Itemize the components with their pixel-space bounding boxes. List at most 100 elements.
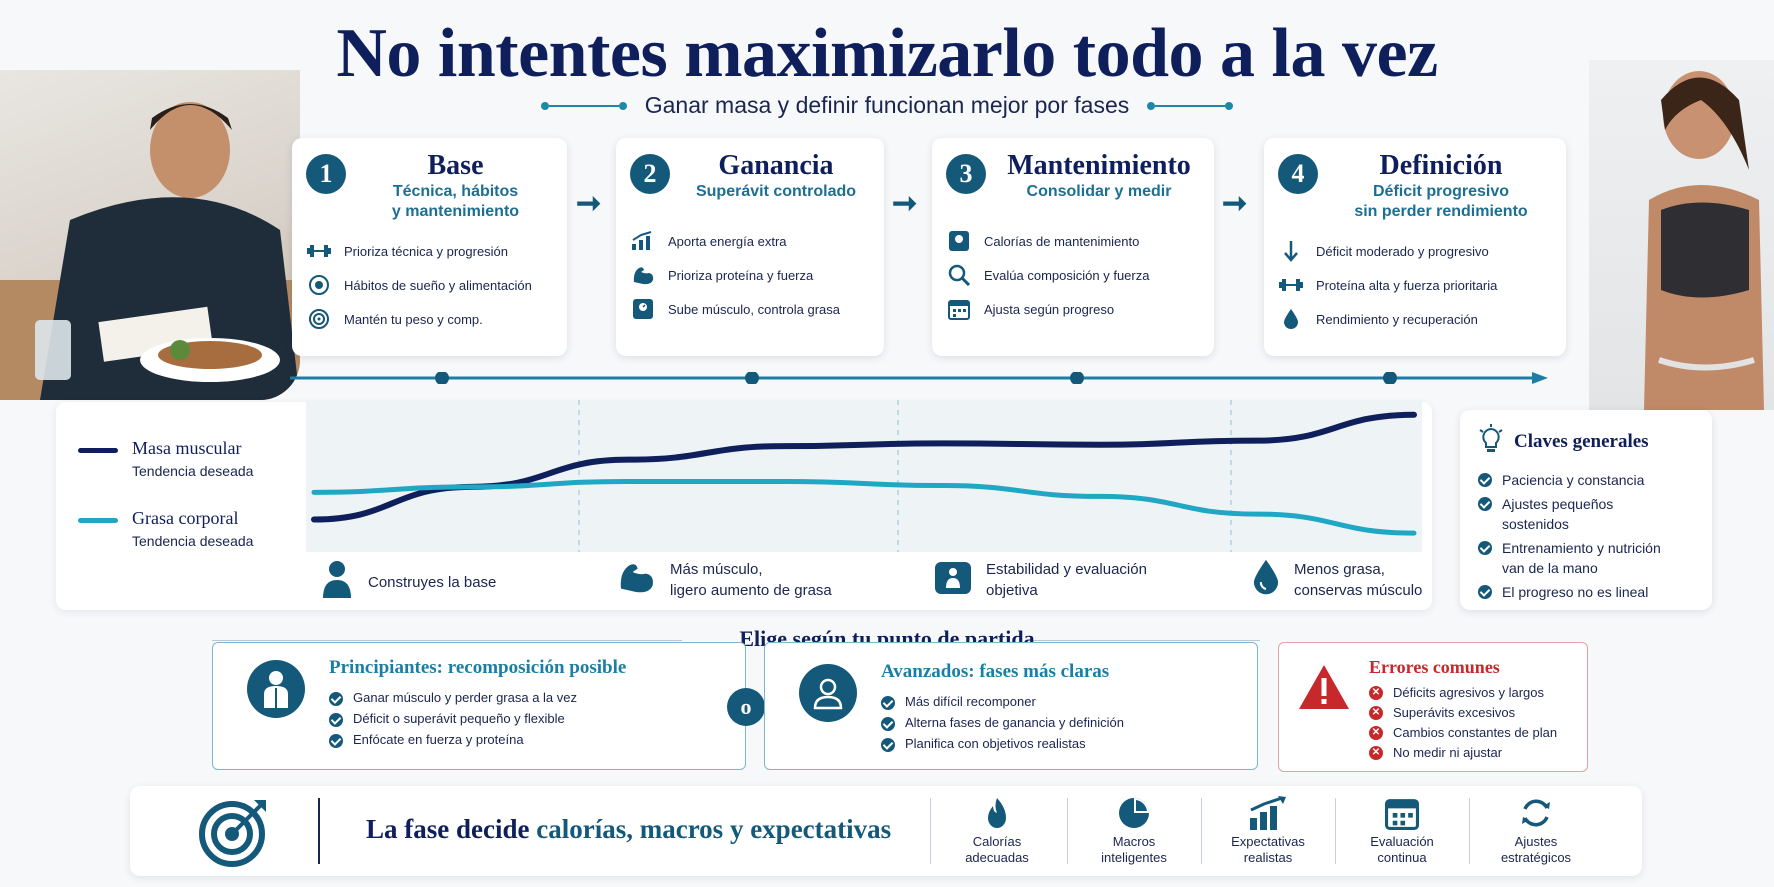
- timeline-dot: [745, 372, 759, 384]
- phase-item-text: Prioriza técnica y progresión: [344, 243, 509, 259]
- phase-item: Prioriza proteína y fuerza: [630, 258, 870, 292]
- claves-item-text-line2: sostenidos: [1502, 516, 1569, 532]
- phase-item: Ajusta según progreso: [946, 292, 1200, 326]
- phase-number-badge: 1: [306, 154, 346, 194]
- beginners-item: Déficit o superávit pequeño y flexible: [329, 708, 577, 729]
- bottom-separator: [1201, 798, 1202, 864]
- legend-muscle-label: Masa muscular: [132, 438, 242, 458]
- check-icon: [881, 696, 895, 710]
- claves-item-text: El progreso no es lineal: [1502, 584, 1649, 600]
- phase-item: Hábitos de sueño y alimentación: [306, 268, 553, 302]
- legend-fat-swatch: [78, 518, 118, 523]
- legend-fat-sub: Tendencia deseada: [132, 533, 254, 549]
- bottom-separator: [1335, 798, 1336, 864]
- bottom-cell-calorias: Calorías adecuadas: [930, 794, 1064, 868]
- advanced-person-icon: [799, 664, 857, 722]
- error-item: ✕ No medir ni ajustar: [1369, 743, 1557, 763]
- error-item-text: Déficits agresivos y largos: [1393, 685, 1544, 700]
- bottom-cell-line2: realistas: [1243, 850, 1293, 865]
- check-icon: [329, 713, 343, 727]
- beginners-item-text: Déficit o superávit pequeño y flexible: [353, 711, 565, 726]
- error-item-text: Superávits excesivos: [1393, 705, 1516, 720]
- errors-title: Errores comunes: [1369, 657, 1500, 677]
- scale-person-icon: [934, 558, 972, 602]
- phase-item-text: Sube músculo, controla grasa: [668, 301, 840, 317]
- phase-item-text: Mantén tu peso y comp.: [344, 311, 483, 327]
- beginners-item: Enfócate en fuerza y proteína: [329, 729, 577, 750]
- x-icon: ✕: [1369, 746, 1383, 760]
- legend-muscle: Masa muscular Tendencia deseada: [78, 438, 253, 479]
- claves-item-text: Paciencia y constancia: [1502, 472, 1645, 488]
- bottom-separator: [930, 798, 931, 864]
- bottom-cell-line1: Expectativas: [1231, 834, 1305, 849]
- bottom-divider: [318, 798, 320, 864]
- phase-subtitle-line2: y mantenimiento: [391, 203, 520, 220]
- phase-item: Déficit moderado y progresivo: [1278, 234, 1552, 268]
- arrow-right-icon: ➞: [1222, 187, 1248, 220]
- phase-card-definicion: 4 Definición Déficit progresivo sin perd…: [1264, 138, 1566, 356]
- beginners-title: Principiantes: recomposición posible: [329, 657, 627, 678]
- legend-muscle-sub: Tendencia deseada: [132, 463, 254, 479]
- phase-title: Ganancia: [718, 150, 834, 181]
- outcome-text-line2: ligero aumento de grasa: [670, 582, 832, 599]
- error-item: ✕ Cambios constantes de plan: [1369, 723, 1557, 743]
- bicep-icon: [616, 558, 656, 602]
- warning-icon: [1297, 663, 1351, 716]
- subtitle-decoration-left: [540, 101, 627, 110]
- phase-subtitle-line1: Consolidar y medir: [1026, 183, 1172, 200]
- or-badge: o: [727, 688, 765, 726]
- woman-measuring-photo: [1589, 60, 1774, 410]
- drop-icon: [1252, 558, 1280, 602]
- calendar-icon: [946, 296, 972, 322]
- timeline-dot: [1383, 372, 1397, 384]
- claves-item: Entrenamiento y nutrición van de la mano: [1478, 538, 1694, 578]
- trend-chart: [306, 400, 1422, 552]
- outcome-base: Construyes la base: [320, 560, 496, 604]
- beginners-item-text: Ganar músculo y perder grasa a la vez: [353, 690, 577, 705]
- phase-item: Rendimiento y recuperación: [1278, 302, 1552, 336]
- man-writing-photo: [0, 70, 300, 400]
- calendar-icon: [1385, 796, 1419, 834]
- bottom-cell-ajustes: Ajustes estratégicos: [1469, 794, 1603, 868]
- bottom-separator: [1469, 798, 1470, 864]
- phase-card-mantenimiento: 3 Mantenimiento Consolidar y medir Calor…: [932, 138, 1214, 356]
- phase-subtitle-line2: sin perder rendimiento: [1354, 203, 1528, 220]
- phase-number-badge: 4: [1278, 154, 1318, 194]
- flame-icon: [982, 796, 1012, 834]
- claves-item-text: Ajustes pequeños: [1502, 496, 1614, 512]
- check-icon: [881, 717, 895, 731]
- arrow-down-icon: [1278, 238, 1304, 264]
- phase-item: Sube músculo, controla grasa: [630, 292, 870, 326]
- x-icon: ✕: [1369, 686, 1383, 700]
- advanced-item: Planifica con objetivos realistas: [881, 733, 1124, 754]
- bottom-cell-line1: Macros: [1112, 834, 1156, 849]
- arrow-right-icon: ➞: [892, 187, 918, 220]
- subtitle-decoration-right: [1147, 101, 1234, 110]
- beginners-item: Ganar músculo y perder grasa a la vez: [329, 687, 577, 708]
- divider-left: [212, 640, 682, 641]
- check-icon: [1478, 497, 1492, 511]
- phase-title: Mantenimiento: [1007, 150, 1191, 181]
- bottom-bar: La fase decide calorías, macros y expect…: [130, 786, 1642, 876]
- outcome-text: Construyes la base: [368, 573, 497, 591]
- phase-title: Definición: [1379, 150, 1503, 181]
- phase-item-text: Evalúa composición y fuerza: [984, 267, 1150, 283]
- phase-card-base: 1 Base Técnica, hábitos y mantenimiento …: [292, 138, 567, 356]
- phase-subtitle-line1: Superávit controlado: [695, 183, 857, 200]
- timeline-dot: [1070, 372, 1084, 384]
- error-item: ✕ Superávits excesivos: [1369, 703, 1557, 723]
- phase-item: Mantén tu peso y comp.: [306, 302, 553, 336]
- x-icon: ✕: [1369, 706, 1383, 720]
- phase-subtitle-line1: Déficit progresivo: [1372, 183, 1510, 200]
- error-item: ✕ Déficits agresivos y largos: [1369, 683, 1557, 703]
- fat-trend-line: [311, 478, 1417, 536]
- phase-item-text: Rendimiento y recuperación: [1316, 311, 1478, 327]
- drop-icon: [1278, 306, 1304, 332]
- advanced-title: Avanzados: fases más claras: [881, 661, 1110, 682]
- magnifier-icon: [946, 262, 972, 288]
- outcome-mantenimiento: Estabilidad y evaluación objetiva: [934, 558, 1147, 602]
- timeline-dot: [435, 372, 449, 384]
- bottom-cell-line1: Evaluación: [1370, 834, 1434, 849]
- errors-box: Errores comunes ✕ Déficits agresivos y la…: [1278, 642, 1588, 772]
- error-item-text: No medir ni ajustar: [1393, 745, 1503, 760]
